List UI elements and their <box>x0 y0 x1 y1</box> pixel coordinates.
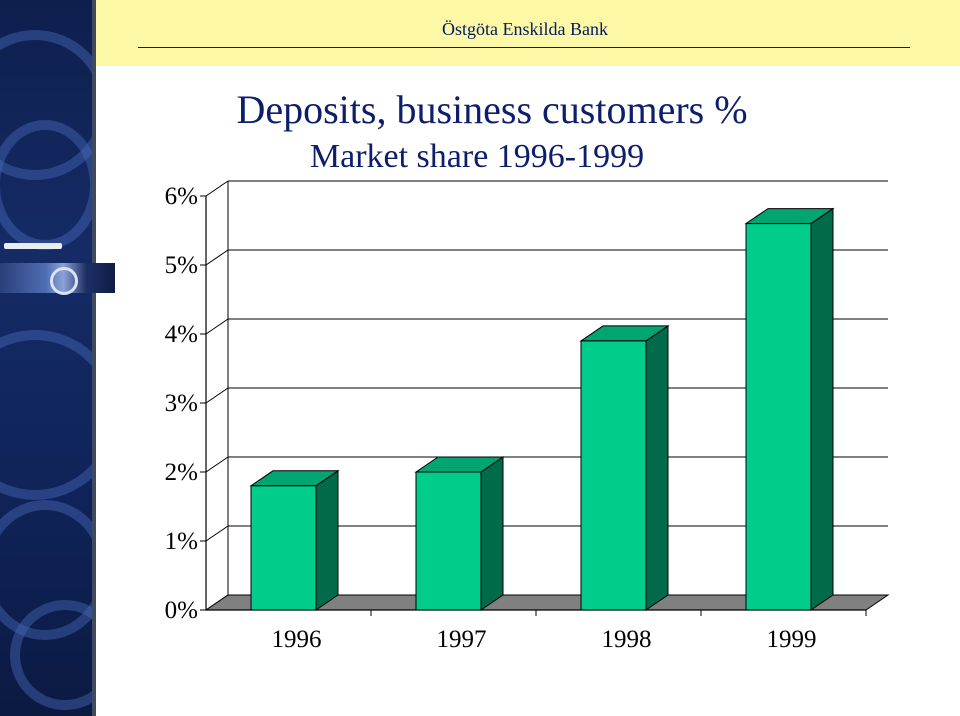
bar-side <box>480 456 504 611</box>
header-rule <box>138 47 910 48</box>
slide-title: Deposits, business customers % <box>236 87 748 132</box>
swirl-decoration <box>0 330 92 500</box>
x-tick-label: 1998 <box>602 626 652 653</box>
y-tick-label: 5% <box>165 252 198 279</box>
sidebar-dash <box>4 243 62 249</box>
bank-name: Östgöta Enskilda Bank <box>442 19 608 39</box>
x-tick-label: 1996 <box>272 626 322 653</box>
gridline-diagonal <box>205 525 229 542</box>
slide-subtitle: Market share 1996-1999 <box>309 138 645 175</box>
bar-1996 <box>250 485 317 611</box>
bar-1998 <box>580 340 647 611</box>
bar-1999 <box>745 223 812 611</box>
y-tick-label: 0% <box>165 597 198 624</box>
sidebar-edge <box>92 0 96 716</box>
gridline-diagonal <box>205 387 229 404</box>
header-band <box>96 0 960 66</box>
bar-side <box>810 207 834 611</box>
y-tick-label: 3% <box>165 390 198 417</box>
gridline-diagonal <box>205 456 229 473</box>
bar-1997 <box>415 471 482 611</box>
x-tick-label: 1999 <box>767 626 817 653</box>
decorative-sidebar <box>0 0 92 716</box>
bar-side <box>315 469 339 611</box>
bank-logo-strip <box>0 263 115 295</box>
x-tick-label: 1997 <box>437 626 487 653</box>
y-tick-label: 6% <box>165 183 198 210</box>
gridline-diagonal <box>205 318 229 335</box>
y-tick-label: 4% <box>165 321 198 348</box>
swirl-decoration <box>10 600 92 710</box>
gridline-diagonal <box>205 249 229 266</box>
y-tick-label: 1% <box>165 528 198 555</box>
bar-side <box>645 324 669 611</box>
gridline-diagonal <box>205 180 229 197</box>
y-tick-label: 2% <box>165 459 198 486</box>
